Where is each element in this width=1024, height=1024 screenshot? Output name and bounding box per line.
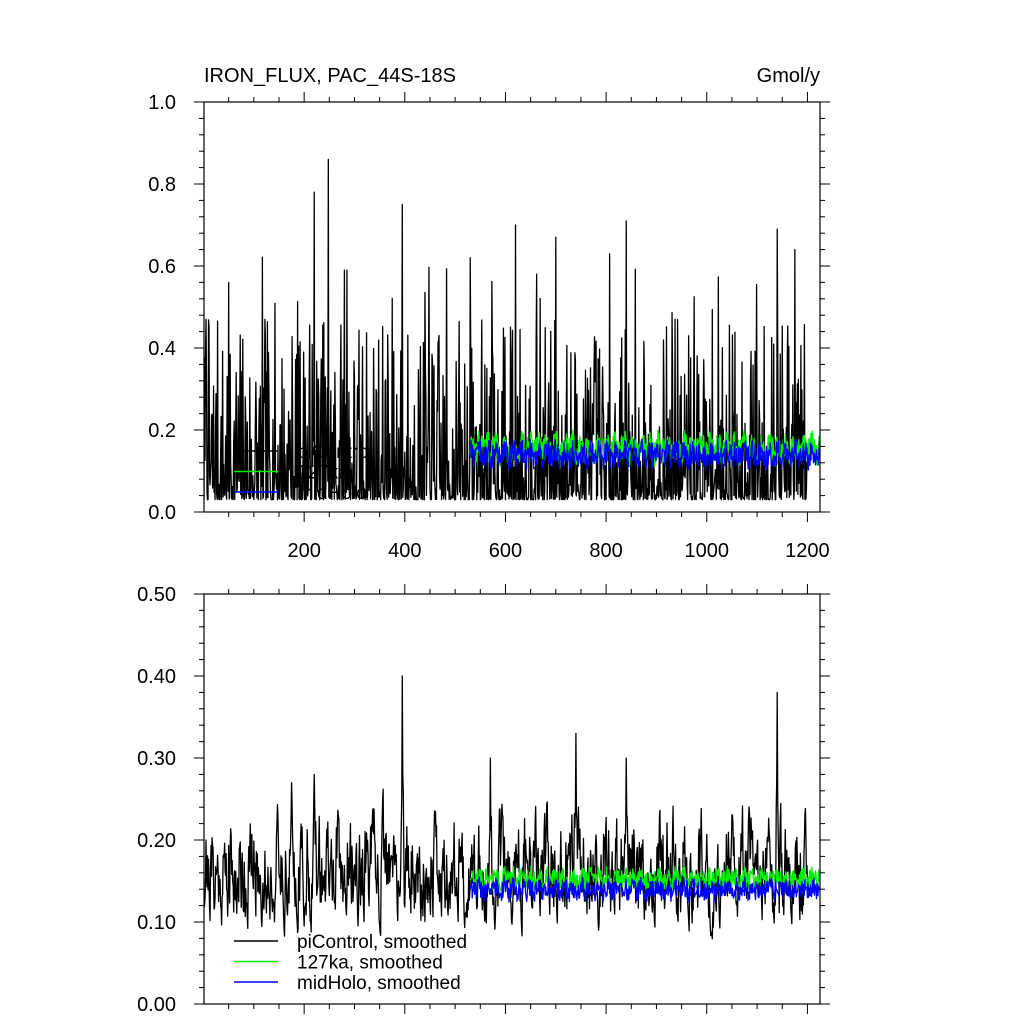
y-tick-label: 0.00	[137, 994, 176, 1016]
x-ticks	[228, 584, 808, 1014]
y-tick-label: 0.8	[148, 174, 176, 196]
series-group	[204, 158, 820, 501]
y-tick-label: 0.4	[148, 338, 176, 360]
x-tick-label: 800	[589, 540, 622, 562]
series-group	[204, 675, 820, 940]
y-tick-label: 0.2	[148, 420, 176, 442]
x-tick-label: 200	[287, 540, 320, 562]
units-label: Gmol/y	[757, 65, 820, 87]
x-tick-label: 1000	[685, 540, 730, 562]
x-ticks	[228, 92, 808, 522]
top-panel: 200 400 600 800 1000 1200 0.0 0.2 0.4 0.6 0.8 1.0 IR…	[148, 65, 830, 562]
y-tick-label: 0.40	[137, 666, 176, 688]
series-line-picontrol-smoothed	[204, 675, 809, 940]
x-tick-label: 1200	[785, 540, 830, 562]
y-tick-label: 0.10	[137, 912, 176, 934]
legend-label: piControl	[297, 442, 373, 463]
x-tick-label: 400	[388, 540, 421, 562]
series-line-midholo	[469, 438, 820, 471]
y-tick-label: 1.0	[148, 92, 176, 114]
y-tick-label: 0.6	[148, 256, 176, 278]
legend-label: 127ka, smoothed	[297, 953, 443, 974]
legend-label: midHolo, smoothed	[297, 973, 461, 994]
plot-frame	[203, 593, 821, 1005]
y-ticks	[194, 101, 830, 513]
x-tick-label: 600	[489, 540, 522, 562]
chart-title: IRON_FLUX, PAC_44S-18S	[204, 65, 456, 87]
y-tick-label: 0.0	[148, 502, 176, 524]
legend-label: midHolo	[297, 483, 367, 504]
legend-label: piControl, smoothed	[297, 932, 467, 953]
plot-frame	[203, 101, 821, 513]
y-tick-label: 0.20	[137, 830, 176, 852]
y-tick-label: 0.30	[137, 748, 176, 770]
y-tick-label: 0.50	[137, 584, 176, 606]
series-line-midholo-smoothed	[469, 876, 820, 903]
series-line-picontrol	[204, 158, 809, 501]
legend-label: 127ka	[297, 463, 349, 484]
y-ticks	[194, 593, 830, 1005]
bottom-panel: 0.00 0.10 0.20 0.30 0.40 0.50 piControl, smoot…	[137, 584, 830, 1016]
